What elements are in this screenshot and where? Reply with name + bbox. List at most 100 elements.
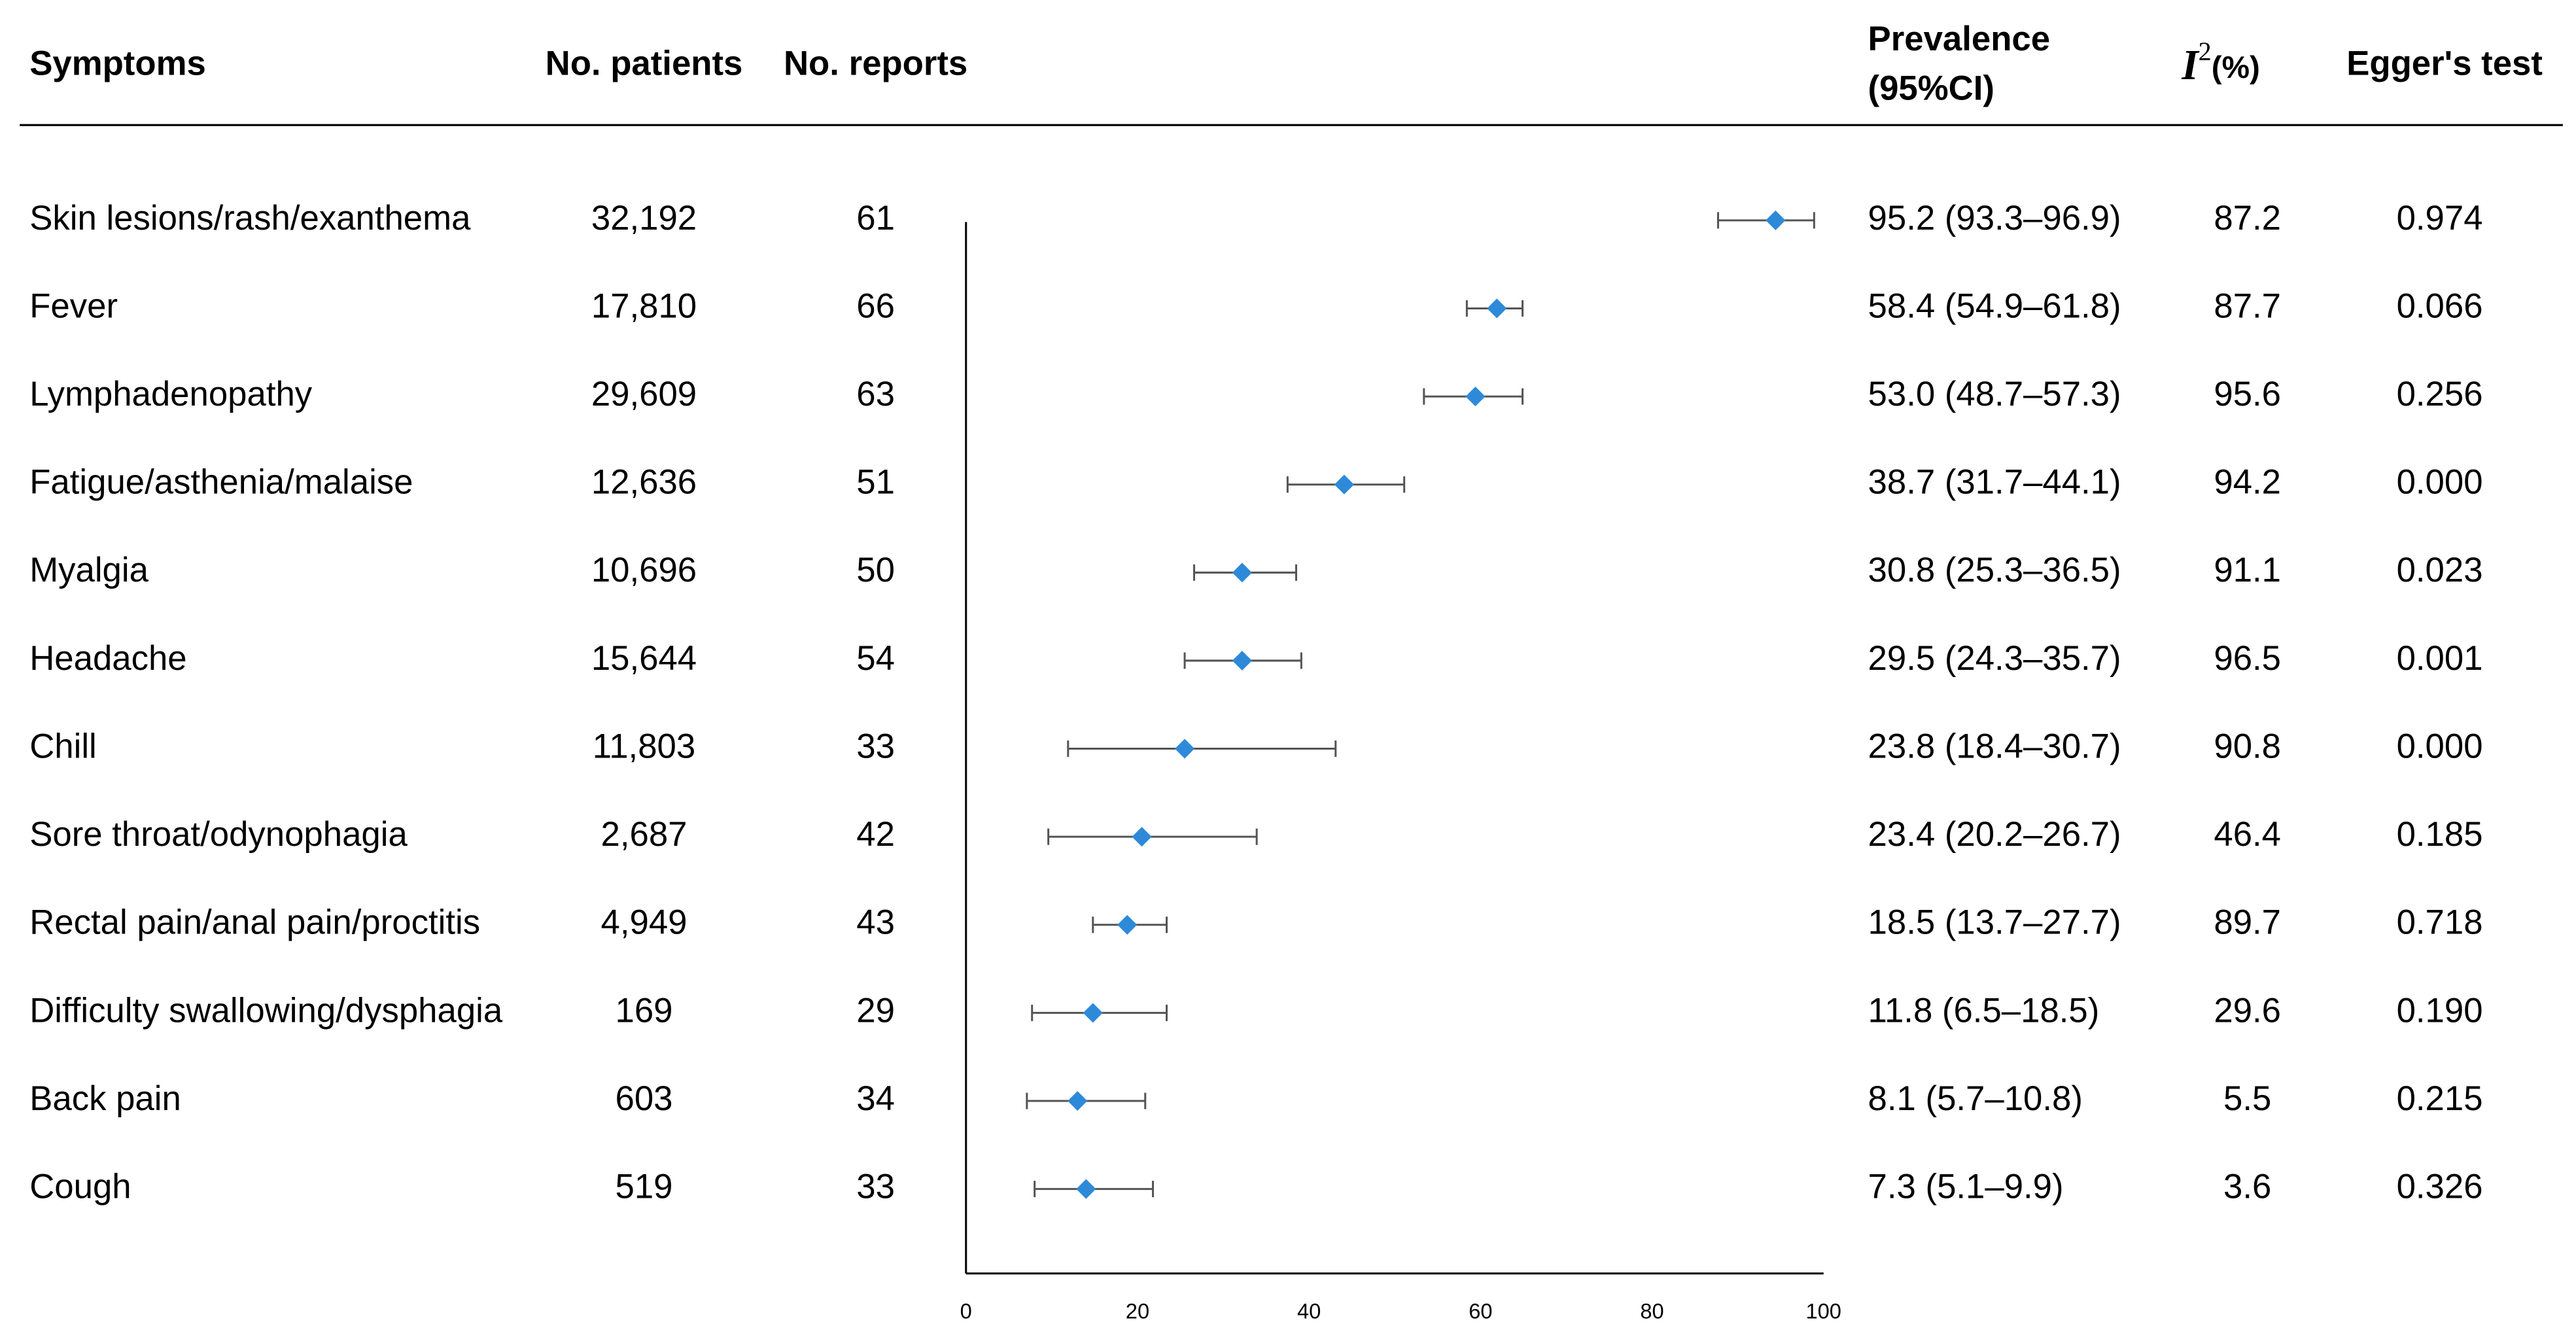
header-prevalence: Prevalence (1868, 20, 2051, 58)
prevalence-ci: 95.2 (93.3–96.9) (1868, 199, 2121, 237)
prevalence-ci: 30.8 (25.3–36.5) (1868, 551, 2121, 589)
i2-value: 95.6 (2214, 375, 2281, 413)
prevalence-ci: 53.0 (48.7–57.3) (1868, 375, 2121, 413)
estimate-marker (1132, 827, 1152, 847)
x-tick-label: 0 (960, 1299, 972, 1323)
header-i2: I2(%) (2181, 37, 2260, 88)
i2-value: 89.7 (2214, 903, 2281, 942)
x-tick-label: 60 (1469, 1299, 1492, 1323)
x-tick-label: 40 (1297, 1299, 1321, 1323)
estimate-marker (1334, 474, 1354, 495)
symptom: Back pain (29, 1079, 181, 1118)
prevalence-ci: 8.1 (5.7–10.8) (1868, 1079, 2083, 1118)
prevalence-ci: 23.4 (20.2–26.7) (1868, 815, 2121, 854)
reports: 43 (856, 903, 895, 942)
estimate-marker (1068, 1090, 1088, 1111)
x-tick-label: 20 (1126, 1299, 1149, 1323)
prevalence-ci: 58.4 (54.9–61.8) (1868, 287, 2121, 325)
symptom: Fever (29, 287, 118, 325)
reports: 50 (856, 551, 895, 589)
prevalence-ci: 29.5 (24.3–35.7) (1868, 639, 2121, 678)
i2-symbol: I (2181, 42, 2200, 89)
x-tick-label: 80 (1640, 1299, 1663, 1323)
reports: 33 (856, 727, 895, 765)
patients: 4,949 (601, 903, 688, 942)
prevalence-ci: 38.7 (31.7–44.1) (1868, 463, 2121, 502)
header-patients: No. patients (546, 44, 743, 83)
reports: 63 (856, 375, 895, 413)
patients: 603 (616, 1079, 673, 1118)
x-tick-label: 100 (1806, 1299, 1841, 1323)
i2-value: 94.2 (2214, 463, 2281, 502)
prevalence-ci: 7.3 (5.1–9.9) (1868, 1168, 2064, 1206)
symptom: Sore throat/odynophagia (29, 815, 408, 854)
symptom: Skin lesions/rash/exanthema (29, 199, 471, 237)
patients: 10,696 (591, 551, 697, 589)
i2-value: 90.8 (2214, 727, 2281, 765)
i2-value: 87.7 (2214, 287, 2281, 325)
estimate-marker (1766, 210, 1786, 230)
patients: 12,636 (591, 463, 697, 502)
symptom: Rectal pain/anal pain/proctitis (29, 903, 480, 942)
symptom: Myalgia (29, 551, 148, 589)
i2-value: 46.4 (2214, 815, 2281, 854)
header-egger: Egger's test (2346, 44, 2543, 83)
egger-value: 0.326 (2397, 1168, 2483, 1206)
symptom: Headache (29, 639, 186, 678)
patients: 32,192 (591, 199, 697, 237)
estimate-marker (1232, 650, 1252, 670)
egger-value: 0.000 (2397, 727, 2483, 765)
i2-value: 96.5 (2214, 639, 2281, 678)
egger-value: 0.974 (2397, 199, 2483, 237)
patients: 29,609 (591, 375, 697, 413)
reports: 54 (856, 639, 895, 678)
reports: 66 (856, 287, 895, 325)
estimate-marker (1174, 739, 1195, 759)
reports: 33 (856, 1168, 895, 1206)
reports: 61 (856, 199, 895, 237)
i2-value: 5.5 (2223, 1079, 2271, 1118)
egger-value: 0.215 (2397, 1079, 2483, 1118)
egger-value: 0.256 (2397, 375, 2483, 413)
reports: 29 (856, 991, 895, 1030)
header-reports: No. reports (784, 44, 967, 83)
egger-value: 0.718 (2397, 903, 2483, 942)
estimate-marker (1465, 387, 1486, 407)
estimate-marker (1083, 1003, 1103, 1023)
symptom: Chill (29, 727, 97, 765)
symptom: Lymphadenopathy (29, 375, 313, 413)
estimate-marker (1487, 298, 1507, 319)
egger-value: 0.023 (2397, 551, 2483, 589)
i2-sup: 2 (2199, 37, 2212, 66)
reports: 51 (856, 463, 895, 502)
header-symptoms: Symptoms (29, 44, 206, 83)
prevalence-ci: 18.5 (13.7–27.7) (1868, 903, 2121, 942)
i2-value: 29.6 (2214, 991, 2281, 1030)
estimate-marker (1232, 563, 1252, 583)
egger-value: 0.190 (2397, 991, 2483, 1030)
patients: 15,644 (591, 639, 697, 678)
estimate-marker (1076, 1179, 1096, 1199)
symptom: Cough (29, 1168, 131, 1206)
patients: 169 (616, 991, 673, 1030)
i2-unit: (%) (2212, 50, 2260, 84)
egger-value: 0.000 (2397, 463, 2483, 502)
patients: 2,687 (601, 815, 688, 854)
prevalence-ci: 11.8 (6.5–18.5) (1868, 991, 2100, 1030)
patients: 519 (616, 1168, 673, 1206)
i2-value: 3.6 (2223, 1168, 2271, 1206)
egger-value: 0.066 (2397, 287, 2483, 325)
reports: 42 (856, 815, 895, 854)
prevalence-ci: 23.8 (18.4–30.7) (1868, 727, 2121, 765)
egger-value: 0.001 (2397, 639, 2483, 678)
i2-value: 87.2 (2214, 199, 2281, 237)
patients: 17,810 (591, 287, 697, 325)
patients: 11,803 (593, 727, 695, 765)
i2-value: 91.1 (2214, 551, 2281, 589)
symptom: Fatigue/asthenia/malaise (29, 463, 413, 502)
symptom: Difficulty swallowing/dysphagia (29, 991, 503, 1030)
reports: 34 (856, 1079, 895, 1118)
estimate-marker (1117, 914, 1138, 935)
